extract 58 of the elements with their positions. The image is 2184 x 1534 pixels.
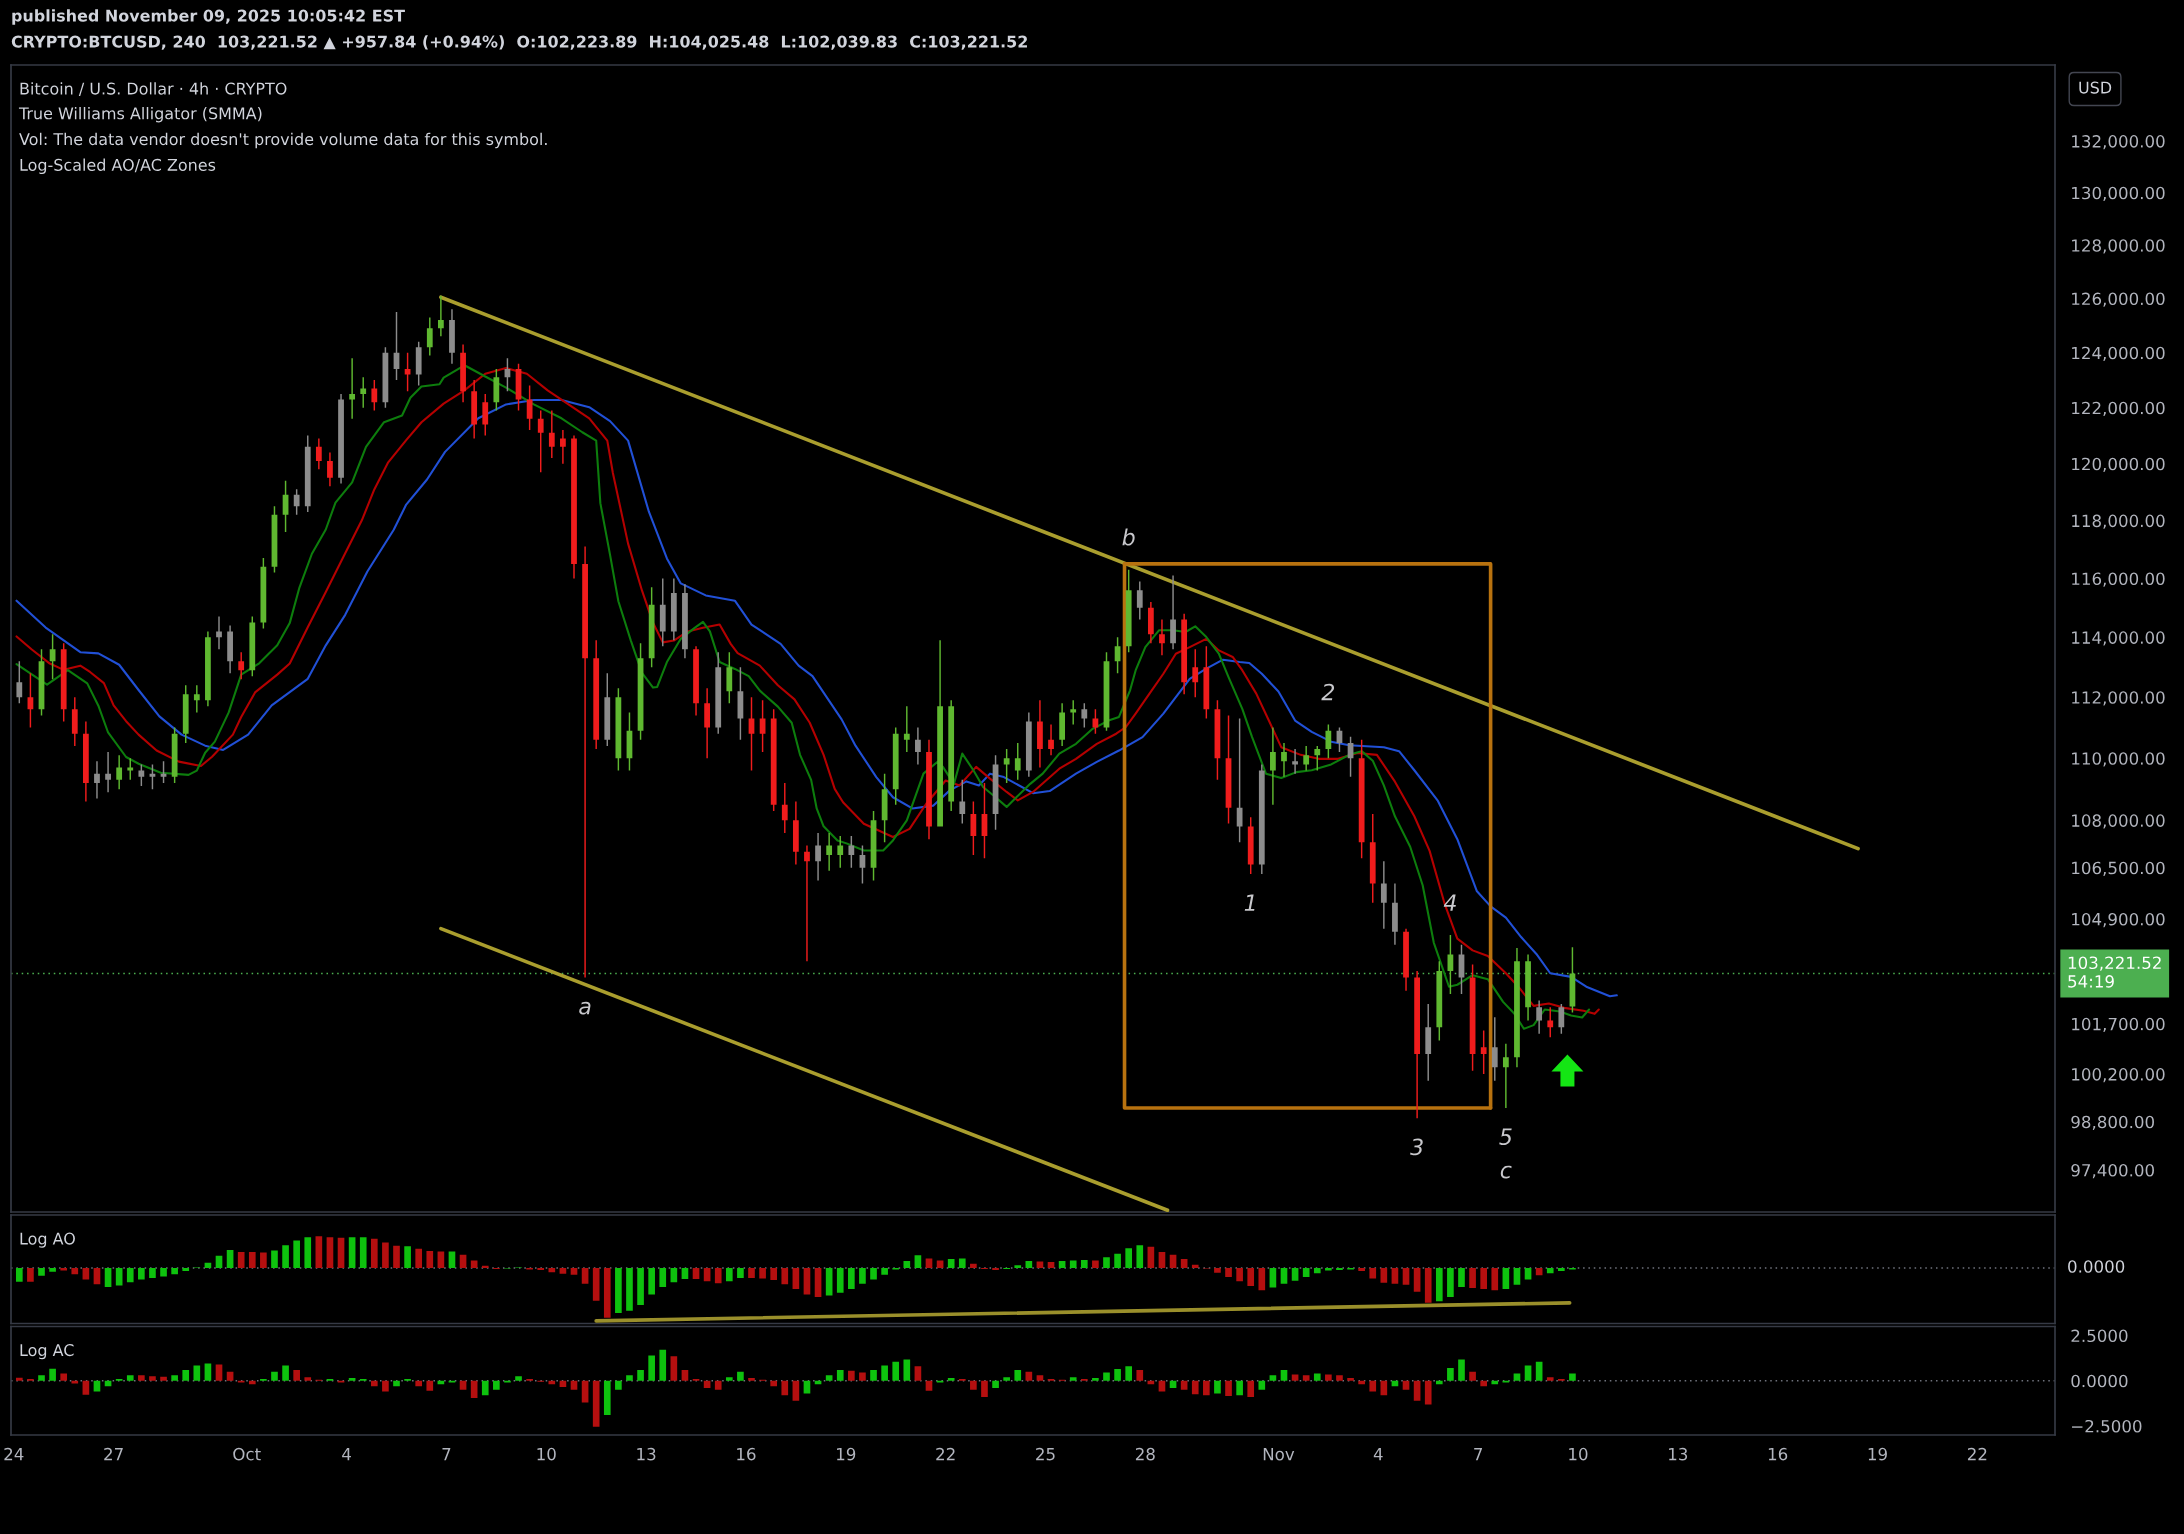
y-tick-label: 106,500.00: [2072, 861, 2165, 876]
x-tick-label: 27: [104, 1447, 123, 1461]
x-tick-label: 4: [342, 1448, 351, 1461]
text: published November 09, 2025 10:05:42 EST: [12, 9, 405, 25]
y-tick-label: 104,900.00: [2072, 912, 2165, 928]
y-tick-label: 100,200.00: [2072, 1068, 2165, 1083]
x-tick-label: 7: [442, 1448, 451, 1461]
x-tick-label: 13: [637, 1447, 656, 1461]
y-tick-label: 2.5000: [2071, 1329, 2128, 1343]
y-tick-label: 124,000.00: [2072, 346, 2165, 361]
x-tick-label: 10: [1569, 1447, 1588, 1461]
x-tick-label: 7: [1474, 1448, 1483, 1461]
text: USD: [2079, 81, 2112, 94]
y-tick-label: 132,000.00: [2072, 135, 2165, 150]
annotation: a: [579, 1001, 591, 1015]
y-tick-label: −2.5000: [2072, 1419, 2142, 1433]
y-tick-label: 97,400.00: [2071, 1164, 2154, 1179]
y-tick-label: 120,000.00: [2072, 457, 2165, 472]
x-tick-label: 25: [1036, 1447, 1055, 1461]
text: Log AC: [20, 1344, 74, 1360]
x-tick-label: Nov: [1263, 1448, 1295, 1461]
x-tick-label: 28: [1135, 1447, 1155, 1461]
text: True Williams Alligator (SMMA) Vol: The data vendor doesn't provide volume data for this symbol. Log-Scaled AO/AC Zones: [18, 107, 547, 175]
y-tick-label: 130,000.00: [2072, 186, 2165, 202]
x-tick-label: 16: [737, 1447, 756, 1461]
x-tick-label: 19: [837, 1447, 856, 1461]
x-tick-label: 19: [1868, 1447, 1887, 1461]
ref-line-label: 103,221.52 54:19: [2068, 956, 2161, 988]
annotation: b: [1122, 528, 1135, 546]
annotation: 4: [1443, 894, 1456, 911]
x-tick-label: 10: [537, 1447, 556, 1461]
x-tick-label: 22: [1967, 1447, 1987, 1461]
y-tick-label: 101,700.00: [2072, 1017, 2165, 1033]
x-tick-label: Oct: [233, 1447, 261, 1461]
y-tick-label: 126,000.00: [2072, 292, 2165, 307]
x-tick-label: 4: [1373, 1448, 1383, 1461]
annotation: 3: [1410, 1138, 1423, 1156]
y-tick-label: 128,000.00: [2072, 239, 2165, 254]
text: Bitcoin / U.S. Dollar · 4h · CRYPTO: [20, 82, 287, 96]
annotation: c: [1500, 1165, 1512, 1179]
x-tick-label: 24: [4, 1447, 24, 1461]
annotation: 5: [1499, 1128, 1512, 1146]
y-tick-label: 116,000.00: [2072, 572, 2165, 587]
annotation: 2: [1321, 683, 1335, 701]
y-tick-label: 98,800.00: [2071, 1115, 2154, 1130]
y-tick-label: 114,000.00: [2072, 631, 2165, 646]
y-tick-label: 108,000.00: [2072, 814, 2165, 829]
y-tick-label: 0.0000: [2071, 1374, 2128, 1388]
annotation: 1: [1244, 894, 1255, 911]
y-tick-label: 110,000.00: [2072, 752, 2165, 767]
y-tick-label: 118,000.00: [2072, 514, 2165, 529]
x-tick-label: 22: [936, 1447, 955, 1461]
x-tick-label: 16: [1768, 1447, 1788, 1461]
text: CRYPTO:BTCUSD, 240 103,221.52 ▲ +957.84 (+0.94%) O:102,223.89 H:104,025.48 L:102,039.83 C:103,221.52: [11, 35, 1027, 50]
x-tick-label: 13: [1669, 1447, 1688, 1461]
y-tick-label: 112,000.00: [2072, 691, 2165, 706]
y-tick-label: 122,000.00: [2072, 401, 2165, 417]
chart-title: Log AO: [20, 1232, 75, 1248]
